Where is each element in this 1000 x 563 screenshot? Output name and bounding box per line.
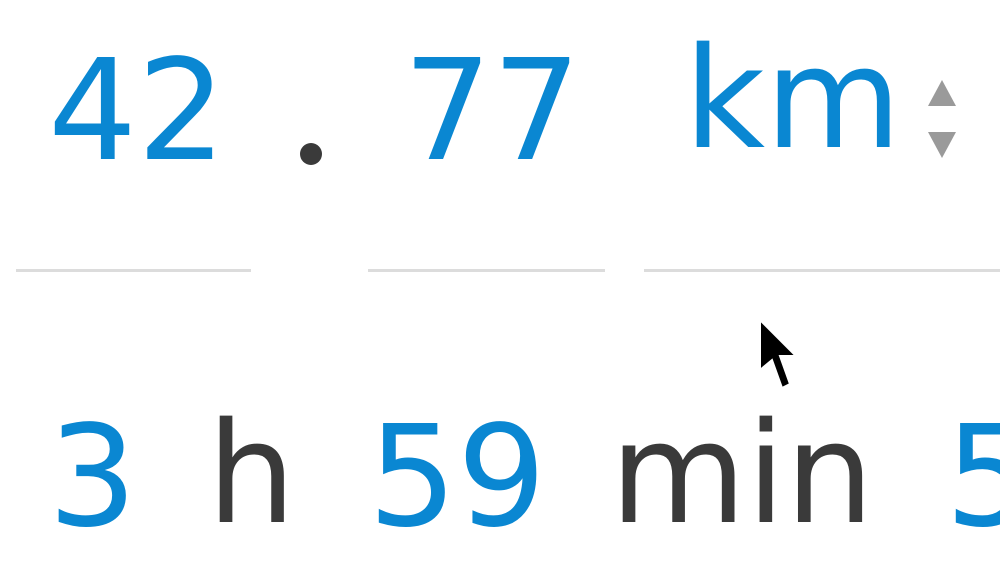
- duration-minutes-field[interactable]: 59: [368, 396, 547, 559]
- minutes-unit-label: min: [610, 393, 875, 556]
- distance-decimal-field[interactable]: 77: [403, 30, 582, 193]
- spinner-up-icon[interactable]: [928, 80, 956, 106]
- distance-decimal-underline: [368, 269, 605, 272]
- duration-seconds-field[interactable]: 5: [945, 396, 1000, 559]
- distance-integer-field[interactable]: 42: [48, 30, 227, 193]
- distance-unit-underline: [644, 269, 1000, 272]
- duration-hours-field[interactable]: 3: [48, 396, 138, 559]
- mouse-cursor-icon: [759, 318, 799, 390]
- unit-spinner[interactable]: [924, 80, 960, 162]
- spinner-down-icon[interactable]: [928, 132, 956, 158]
- distance-unit-select[interactable]: km: [684, 18, 902, 181]
- distance-integer-underline: [16, 269, 251, 272]
- hours-unit-label: h: [207, 393, 296, 556]
- decimal-point: [300, 143, 322, 165]
